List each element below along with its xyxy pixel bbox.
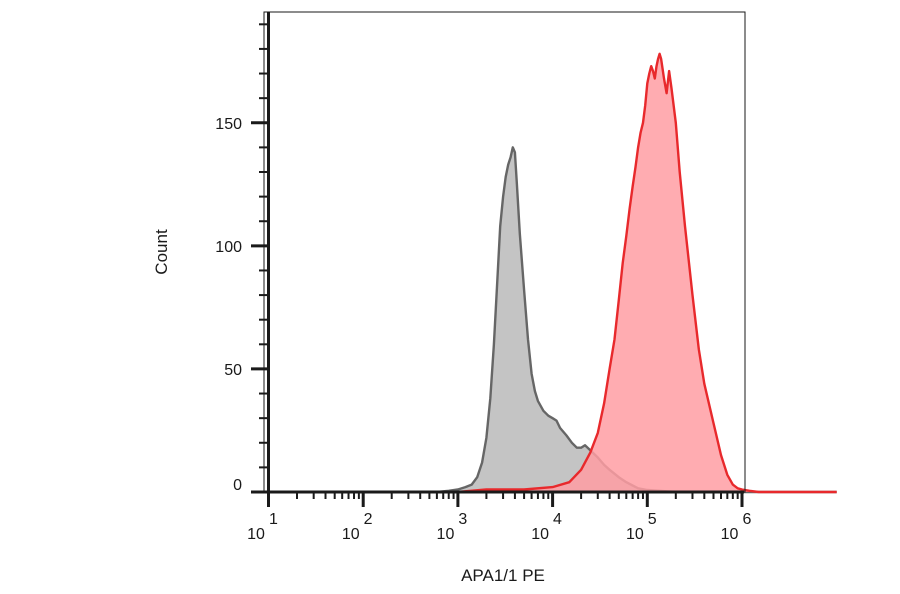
series-2-area <box>268 53 837 493</box>
x-tick-exponent: 1 <box>269 511 278 528</box>
x-tick-label: 102 <box>342 511 373 543</box>
x-tick-exponent: 6 <box>742 511 751 528</box>
x-tick-base: 10 <box>247 526 265 543</box>
x-tick-base: 10 <box>531 526 549 543</box>
x-tick-label: 104 <box>531 511 562 543</box>
y-tick-label: 150 <box>215 116 242 133</box>
y-tick-label: 0 <box>233 477 242 494</box>
y-axis-label: Count <box>152 229 171 275</box>
series-layer <box>268 52 837 494</box>
x-tick-base: 10 <box>437 526 455 543</box>
x-tick-label: 105 <box>626 511 657 543</box>
series-1-area <box>268 147 837 492</box>
x-axis-label: APA1/1 PE <box>461 566 545 585</box>
y-tick-label: 100 <box>215 239 242 256</box>
x-tick-label: 106 <box>721 511 752 543</box>
x-tick-exponent: 5 <box>648 511 657 528</box>
x-tick-label: 103 <box>437 511 468 543</box>
y-tick-label: 50 <box>224 362 242 379</box>
x-tick-exponent: 4 <box>553 511 562 528</box>
series-2-line <box>268 52 837 494</box>
x-tick-base: 10 <box>721 526 739 543</box>
x-tick-exponent: 3 <box>458 511 467 528</box>
x-tick-label: 101 <box>247 511 278 543</box>
x-tick-base: 10 <box>342 526 360 543</box>
x-tick-exponent: 2 <box>364 511 373 528</box>
x-tick-base: 10 <box>626 526 644 543</box>
